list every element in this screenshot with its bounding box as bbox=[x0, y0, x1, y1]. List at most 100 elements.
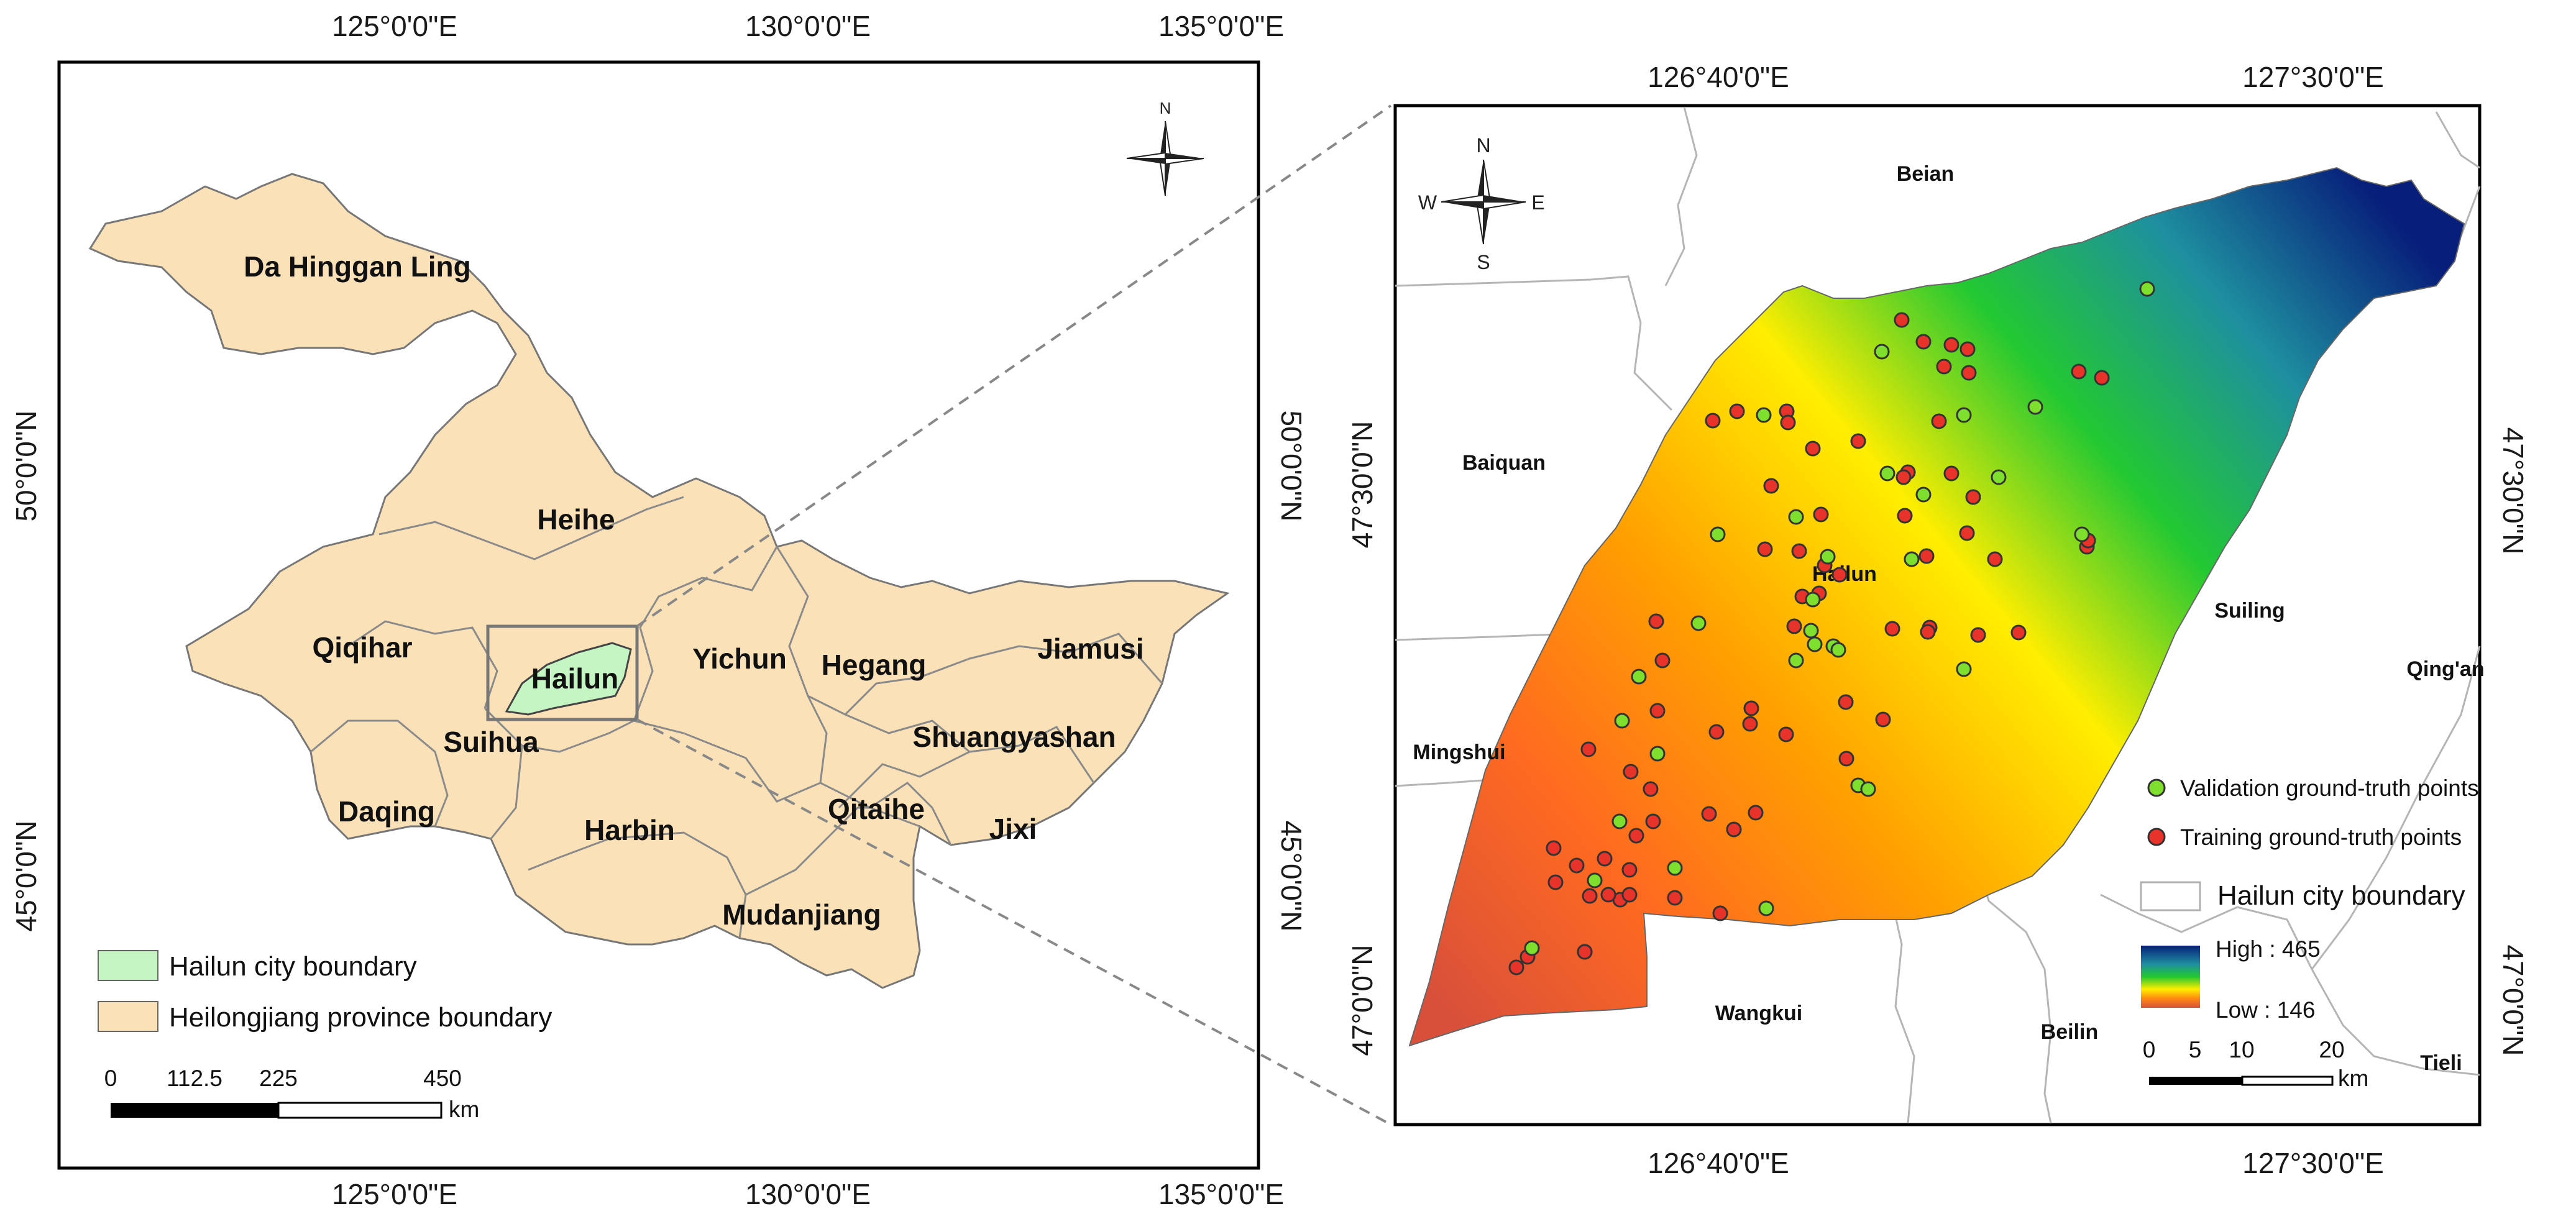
legend-boundary-label: Hailun city boundary bbox=[2217, 880, 2465, 911]
training-point bbox=[1508, 959, 1524, 975]
right-left-tick-4730n: 47°30'0"N bbox=[1346, 421, 1378, 549]
training-point bbox=[1582, 888, 1598, 904]
training-point bbox=[1943, 465, 1960, 482]
validation-point bbox=[2139, 281, 2155, 297]
top-tick-135e: 135°0'0"E bbox=[1158, 10, 1284, 42]
training-point bbox=[1748, 805, 1764, 821]
training-point bbox=[1780, 414, 1796, 431]
legend-elevation-ramp bbox=[2141, 946, 2200, 1008]
training-point bbox=[1648, 613, 1664, 629]
right-tick-50n: 50°0'0"N bbox=[1275, 410, 1308, 521]
validation-point bbox=[1991, 469, 2007, 485]
inset-connector-lines bbox=[636, 104, 1392, 1126]
training-point bbox=[1894, 312, 1910, 328]
training-point bbox=[1649, 703, 1666, 719]
validation-point bbox=[2027, 399, 2043, 415]
training-point bbox=[1580, 741, 1597, 757]
legend-boundary-swatch bbox=[2140, 881, 2201, 911]
right-top-tick-12640e: 126°40'0"E bbox=[1648, 61, 1789, 93]
region-label-qitaihe: Qitaihe bbox=[828, 793, 925, 825]
validation-point bbox=[1524, 940, 1540, 956]
training-point bbox=[1778, 726, 1794, 742]
right-left-tick-470n: 47°0'0"N bbox=[1346, 944, 1378, 1056]
validation-point bbox=[1879, 465, 1895, 482]
training-point bbox=[2071, 363, 2087, 380]
top-tick-130e: 130°0'0"E bbox=[745, 10, 871, 42]
neighbor-label-beian: Beian bbox=[1897, 162, 1955, 186]
validation-point bbox=[1756, 407, 1772, 423]
validation-point bbox=[1915, 486, 1932, 503]
region-label-mudanjiang: Mudanjiang bbox=[722, 898, 881, 931]
right-bottom-tick-12640e: 126°40'0"E bbox=[1648, 1147, 1789, 1179]
training-point bbox=[1965, 489, 1981, 505]
validation-point bbox=[2074, 526, 2090, 542]
training-point bbox=[1623, 764, 1639, 780]
legend-swatch-province bbox=[98, 1001, 158, 1032]
training-point bbox=[1763, 478, 1779, 494]
training-point bbox=[1729, 403, 1745, 419]
study-area-legend: Validation ground-truth points Training … bbox=[2140, 775, 2479, 1023]
training-point bbox=[1805, 441, 1821, 457]
training-point bbox=[1712, 905, 1728, 921]
bottom-tick-125e: 125°0'0"E bbox=[332, 1178, 457, 1210]
validation-point bbox=[1758, 900, 1774, 916]
training-point bbox=[1546, 840, 1562, 856]
validation-point bbox=[1631, 669, 1647, 685]
training-point bbox=[1838, 751, 1854, 767]
scale-unit: km bbox=[449, 1097, 479, 1122]
neighbor-label-baiquan: Baiquan bbox=[1462, 451, 1546, 475]
validation-point bbox=[1667, 860, 1683, 876]
training-point bbox=[2010, 624, 2027, 641]
training-point bbox=[1850, 433, 1866, 449]
right-top-tick-12730e: 127°30'0"E bbox=[2242, 61, 2384, 93]
ground-truth-points bbox=[1508, 281, 2155, 975]
region-label-heihe: Heihe bbox=[537, 503, 615, 536]
training-point bbox=[1875, 711, 1891, 728]
legend-swatch-hailun bbox=[98, 950, 158, 981]
validation-point bbox=[1807, 636, 1823, 652]
legend-low-label: Low : 146 bbox=[2216, 997, 2315, 1023]
training-point bbox=[1600, 887, 1616, 903]
training-point bbox=[1667, 890, 1683, 906]
region-label-daqing: Daqing bbox=[338, 795, 435, 828]
validation-point bbox=[1860, 781, 1876, 797]
right-right-tick-470n: 47°0'0"N bbox=[2497, 944, 2529, 1056]
validation-point bbox=[1956, 661, 1972, 677]
validation-point bbox=[1830, 642, 1846, 658]
hailun-city-shape bbox=[505, 642, 632, 716]
hailun-dem-shape bbox=[1408, 167, 2465, 1047]
training-point bbox=[1577, 944, 1593, 960]
legend-label-province: Heilongjiang province boundary bbox=[169, 1002, 552, 1033]
training-point bbox=[1897, 508, 1913, 524]
scale-label-0: 0 bbox=[104, 1066, 117, 1091]
compass-label-s: S bbox=[1477, 251, 1490, 273]
right-bottom-tick-12730e: 127°30'0"E bbox=[2242, 1147, 2384, 1179]
validation-point bbox=[1874, 344, 1890, 360]
legend-label-hailun: Hailun city boundary bbox=[169, 951, 417, 982]
validation-point bbox=[1611, 813, 1628, 829]
heilongjiang-province-shape bbox=[88, 173, 1230, 989]
training-point bbox=[1918, 548, 1935, 564]
legend-validation-marker bbox=[2147, 779, 2166, 797]
region-label-suihua: Suihua bbox=[443, 726, 539, 758]
compass-label-w: W bbox=[1418, 191, 1437, 214]
training-point bbox=[1742, 716, 1758, 732]
training-point bbox=[1743, 700, 1759, 716]
training-point bbox=[1654, 652, 1671, 669]
compass-rose-icon: N S W E bbox=[1418, 134, 1545, 273]
left-tick-50n: 50°0'0"N bbox=[10, 410, 42, 521]
bottom-tick-135e: 135°0'0"E bbox=[1158, 1178, 1284, 1210]
training-point bbox=[1621, 862, 1638, 878]
overview-scale-bar: 0 112.5 225 450 km bbox=[104, 1066, 480, 1122]
training-point bbox=[1547, 874, 1564, 890]
validation-point bbox=[1803, 623, 1819, 639]
training-point bbox=[1915, 334, 1932, 350]
training-point bbox=[1920, 624, 1936, 640]
region-label-shuangyashan: Shuangyashan bbox=[912, 721, 1116, 753]
top-tick-125e: 125°0'0"E bbox=[332, 10, 457, 42]
training-point bbox=[1961, 365, 1977, 381]
region-label-jiamusi: Jiamusi bbox=[1037, 633, 1144, 665]
validation-point bbox=[1805, 591, 1821, 608]
training-point bbox=[1943, 337, 1960, 353]
training-point bbox=[1643, 781, 1659, 797]
